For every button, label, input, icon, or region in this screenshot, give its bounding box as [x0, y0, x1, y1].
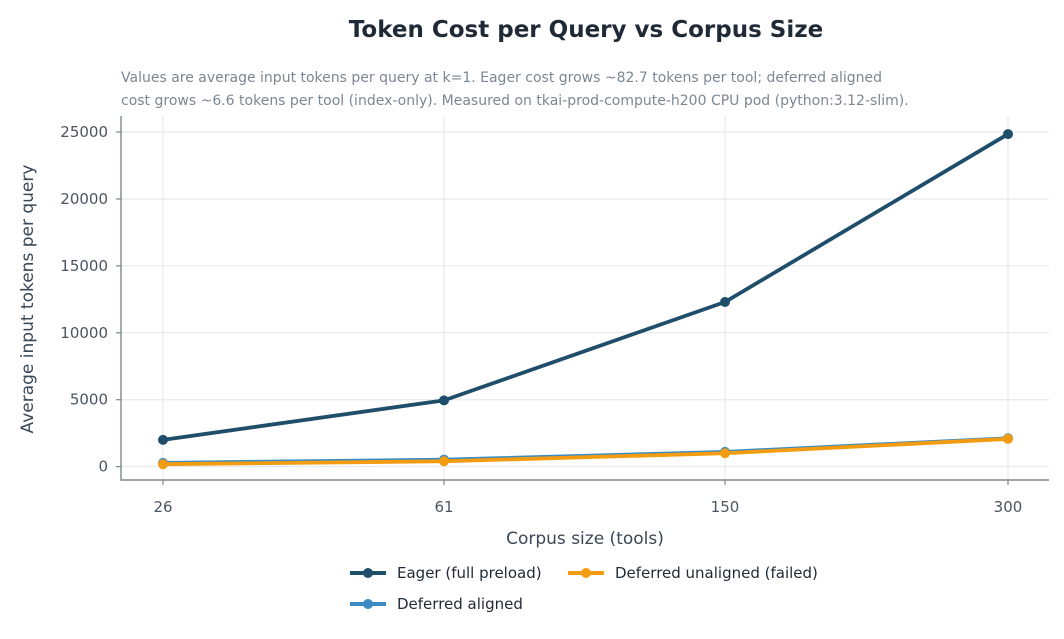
series-2-point	[439, 456, 449, 467]
legend-swatch-marker	[581, 568, 591, 578]
chart-subtitle-line-2: cost grows ~6.6 tokens per tool (index-o…	[121, 93, 909, 109]
y-tick-label: 0	[98, 458, 108, 476]
series-line-1	[161, 436, 1010, 465]
series-0-point	[1003, 129, 1013, 140]
series-2-point	[158, 459, 168, 470]
axis-lines	[120, 116, 1049, 481]
series-0-point	[158, 434, 168, 445]
series-line-0	[161, 132, 1010, 442]
series-2-point	[720, 448, 730, 459]
y-tick-label: 25000	[60, 123, 108, 141]
legend-label: Deferred unaligned (failed)	[615, 564, 818, 582]
x-tick-label: 300	[994, 498, 1023, 516]
chart-title: Token Cost per Query vs Corpus Size	[349, 17, 823, 43]
y-tick-label: 5000	[70, 391, 108, 409]
y-tick-label: 20000	[60, 190, 108, 208]
series-line-2	[161, 437, 1010, 467]
series-0-point	[720, 297, 730, 308]
x-tick-label: 61	[434, 498, 453, 516]
y-tick-label: 15000	[60, 257, 108, 275]
series-2-point	[1003, 433, 1013, 444]
legend: Eager (full preload) Deferred unaligned (…	[350, 564, 818, 613]
series-lines	[158, 129, 1013, 470]
grid	[121, 116, 1049, 480]
x-tick-label: 150	[711, 498, 740, 516]
legend-swatch-marker	[363, 599, 373, 609]
y-axis-label: Average input tokens per query	[18, 165, 38, 434]
tick-labels: 26 61 150 300 0 5000 10000 15000 20000 25000	[60, 123, 1022, 516]
legend-swatch-marker	[363, 568, 373, 578]
axes	[116, 116, 1049, 485]
x-tick-label: 26	[153, 498, 172, 516]
y-tick-label: 10000	[60, 324, 108, 342]
chart-subtitle-line-1: Values are average input tokens per quer…	[121, 70, 882, 86]
x-axis-label: Corpus size (tools)	[506, 529, 664, 549]
series-0-point	[439, 395, 449, 406]
legend-label: Deferred aligned	[397, 595, 523, 613]
legend-label: Eager (full preload)	[397, 564, 542, 582]
